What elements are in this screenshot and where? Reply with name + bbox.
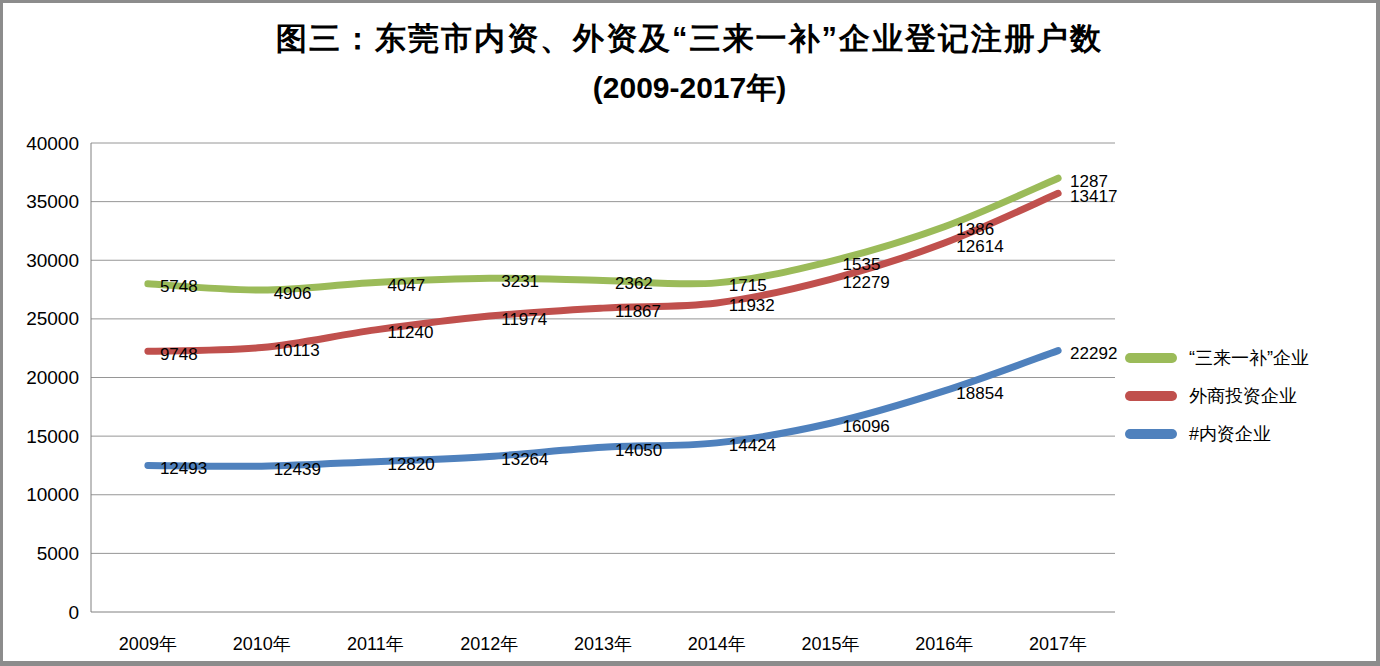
legend-label: #内资企业 — [1189, 422, 1271, 446]
legend-swatch-icon — [1125, 429, 1177, 439]
x-axis-tick-label: 2011年 — [347, 634, 404, 654]
data-label: 11974 — [501, 310, 547, 329]
x-axis-tick-label: 2015年 — [802, 634, 860, 654]
data-label: 11867 — [615, 302, 661, 321]
y-axis-tick-label: 40000 — [26, 133, 79, 154]
series-line-0 — [148, 351, 1058, 467]
x-axis-tick-label: 2014年 — [688, 634, 746, 654]
data-label: 9748 — [160, 345, 198, 364]
data-label: 11240 — [387, 323, 433, 342]
y-axis-tick-label: 15000 — [26, 426, 79, 447]
data-label: 12493 — [160, 459, 207, 478]
data-label: 14050 — [615, 441, 662, 460]
data-label: 12439 — [274, 460, 321, 479]
x-axis-tick-label: 2012年 — [460, 634, 518, 654]
legend-item-2: “三来一补”企业 — [1125, 339, 1309, 377]
legend-swatch-icon — [1125, 391, 1177, 401]
data-label: 10113 — [274, 341, 320, 360]
y-axis-tick-label: 30000 — [26, 250, 79, 271]
data-label: 4906 — [274, 284, 312, 303]
data-label: 22292 — [1070, 344, 1117, 363]
y-axis-tick-label: 10000 — [26, 484, 79, 505]
chart-frame: 图三：东莞市内资、外资及“三来一补”企业登记注册户数 (2009-2017年) … — [0, 0, 1380, 666]
data-label: 11932 — [729, 296, 775, 315]
data-label: 16096 — [843, 417, 890, 436]
legend-label: “三来一补”企业 — [1189, 346, 1309, 370]
data-label: 12279 — [843, 273, 890, 292]
y-axis-tick-label: 0 — [68, 602, 79, 623]
data-label: 5748 — [160, 277, 198, 296]
y-axis-tick-label: 35000 — [26, 191, 79, 212]
data-label: 1715 — [729, 276, 767, 295]
data-label: 1287 — [1070, 172, 1108, 191]
y-axis-tick-label: 5000 — [37, 543, 79, 564]
data-label: 12614 — [956, 237, 1003, 256]
y-axis-tick-label: 25000 — [26, 308, 79, 329]
legend-item-0: #内资企业 — [1125, 415, 1309, 453]
legend-item-1: 外商投资企业 — [1125, 377, 1309, 415]
x-axis-tick-label: 2013年 — [574, 634, 632, 654]
data-label: 13264 — [501, 450, 548, 469]
legend-swatch-icon — [1125, 353, 1177, 363]
chart-legend: “三来一补”企业外商投资企业 #内资企业 — [1125, 339, 1309, 453]
data-label: 1535 — [843, 255, 881, 274]
line-chart-plot-area: 0 5000 10000 15000 20000 25000 30000 35000 40000… — [3, 3, 1376, 661]
y-axis-tick-label: 20000 — [26, 367, 79, 388]
x-axis-tick-label: 2017年 — [1029, 634, 1087, 654]
data-label: 4047 — [387, 276, 425, 295]
data-label: 1386 — [956, 220, 994, 239]
legend-label: 外商投资企业 — [1189, 384, 1297, 408]
data-label: 14424 — [729, 436, 776, 455]
x-axis-tick-label: 2009年 — [119, 634, 177, 654]
data-label: 2362 — [615, 274, 653, 293]
series-line-1 — [148, 193, 1058, 351]
data-label: 3231 — [501, 272, 539, 291]
data-label: 12820 — [387, 455, 434, 474]
x-axis-tick-label: 2010年 — [233, 634, 291, 654]
x-axis-tick-label: 2016年 — [915, 634, 973, 654]
series-line-2 — [148, 178, 1058, 290]
data-label: 18854 — [956, 384, 1003, 403]
